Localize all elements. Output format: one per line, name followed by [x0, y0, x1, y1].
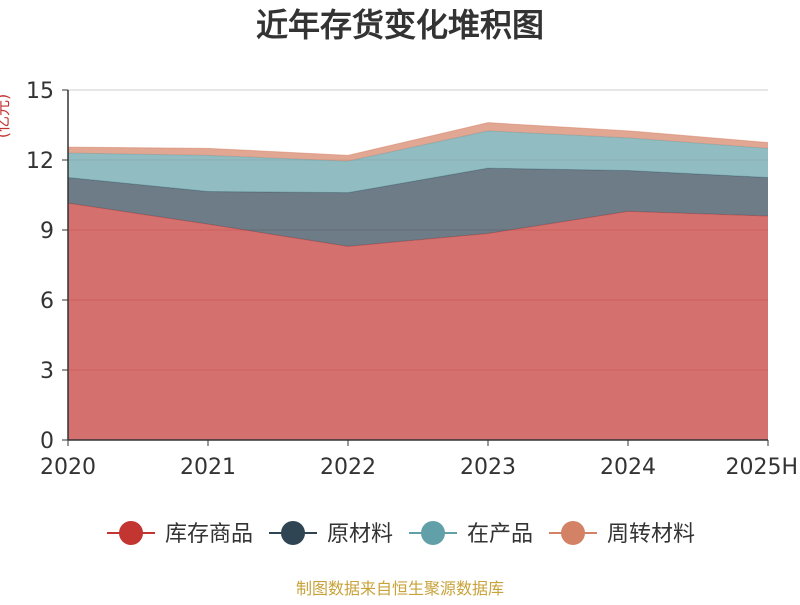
y-tick-label: 0 [40, 429, 54, 454]
series-line-4 [67, 122, 769, 156]
y-tick-label: 12 [26, 149, 54, 174]
legend-marker-icon [561, 521, 585, 545]
x-tick-label: 2023 [460, 455, 516, 480]
y-tick-label: 6 [40, 289, 54, 314]
chart-title: 近年存货变化堆积图 [256, 6, 544, 44]
legend-label: 在产品 [467, 522, 533, 547]
y-tick-label: 3 [40, 359, 54, 384]
legend-item-2[interactable]: 原材料 [269, 521, 393, 547]
legend-label: 库存商品 [165, 522, 253, 547]
legend-marker-icon [281, 521, 305, 545]
area-series-3[interactable] [68, 130, 768, 193]
x-tick-label: 2020 [40, 455, 96, 480]
legend[interactable]: 库存商品 原材料 在产品 周转材料 [107, 521, 695, 547]
y-tick-label: 9 [40, 219, 54, 244]
axes: 0 3 6 9 12 15 2020 2021 2022 2023 2024 2025H [26, 79, 798, 480]
data-source-note: 制图数据来自恒生聚源数据库 [296, 579, 504, 598]
x-tick-label: 2025H [725, 455, 798, 480]
legend-item-3[interactable]: 在产品 [409, 521, 533, 547]
area-series-4[interactable] [68, 122, 768, 162]
area-series-1[interactable] [68, 203, 768, 440]
x-tick-label: 2024 [600, 455, 656, 480]
legend-label: 周转材料 [607, 522, 695, 547]
x-tick-label: 2022 [320, 455, 376, 480]
legend-label: 原材料 [327, 522, 393, 547]
y-axis-unit-label: (亿元) [0, 94, 12, 139]
legend-item-4[interactable]: 周转材料 [549, 521, 695, 547]
area-series-2[interactable] [68, 168, 768, 247]
area-series [67, 122, 769, 440]
legend-item-1[interactable]: 库存商品 [107, 521, 253, 547]
legend-marker-icon [119, 521, 143, 545]
y-tick-label: 15 [26, 79, 54, 104]
x-tick-label: 2021 [180, 455, 236, 480]
series-line-2 [67, 167, 769, 194]
legend-marker-icon [421, 521, 445, 545]
